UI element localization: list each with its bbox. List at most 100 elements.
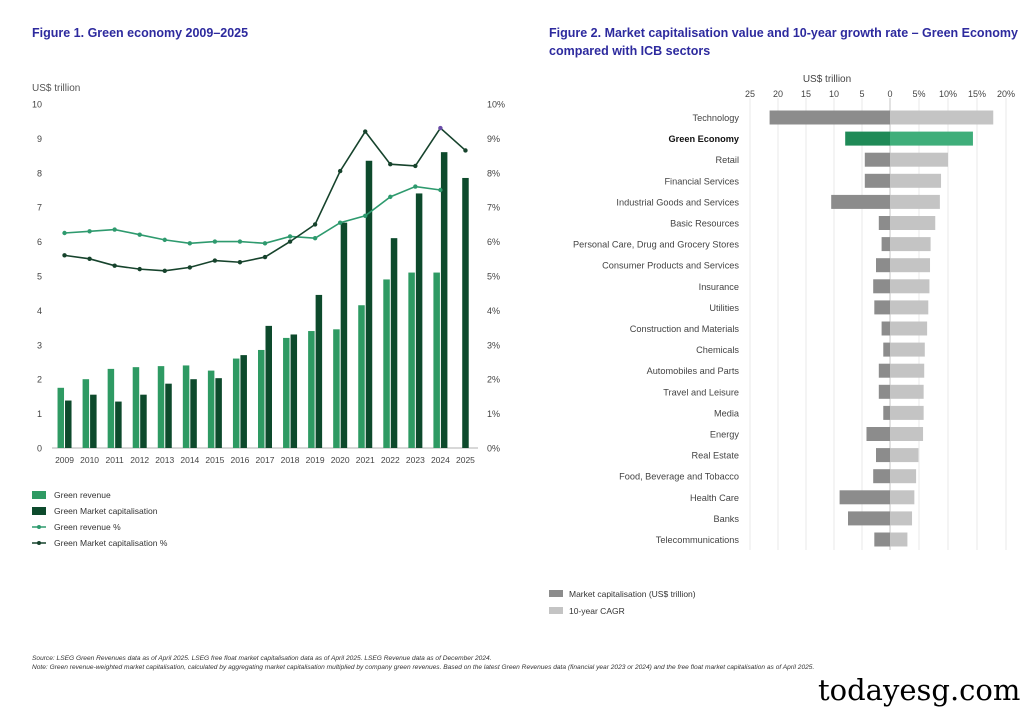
fig1-x-tick: 2015 — [205, 455, 224, 465]
fig2-category-label: Basic Resources — [670, 219, 739, 229]
bar-cagr-media — [890, 405, 924, 420]
bar-cagr-retail — [890, 152, 948, 167]
point-green-market-cap-pct-2018 — [287, 239, 293, 244]
bar-cagr-automobiles-and-parts — [890, 363, 925, 378]
fig1-y-tick: 10 — [32, 100, 42, 110]
fig1-y-tick: 8 — [37, 168, 42, 178]
bar-cagr-personal-care-drug-and-grocery-stores — [890, 237, 931, 252]
bar-green-market-cap-2015 — [215, 378, 222, 448]
bar-green-revenue-2010 — [82, 379, 90, 448]
bar-green-market-cap-2022 — [390, 238, 398, 448]
fig1-y-tick: 1 — [37, 409, 42, 419]
point-green-market-cap-pct-2015 — [212, 258, 218, 263]
fig1-x-tick: 2022 — [381, 455, 400, 465]
line-green-market-cap-pct — [64, 126, 467, 272]
fig1-y-tick: 6 — [37, 237, 42, 247]
bar-green-market-cap-2019 — [315, 294, 323, 448]
fig1-y2-tick: 10% — [487, 100, 505, 110]
figure1-title: Figure 1. Green economy 2009–2025 — [32, 26, 249, 40]
bar-green-revenue-2024 — [433, 272, 440, 448]
bar-green-market-cap-2016 — [240, 355, 247, 448]
fig2-category-label: Automobiles and Parts — [647, 366, 740, 376]
bar-green-revenue-2018 — [283, 337, 290, 448]
fig1-y2-tick: 9% — [487, 134, 500, 144]
bar-market-cap-chemicals — [883, 342, 890, 357]
bar-market-cap-insurance — [873, 279, 890, 294]
fig2-right-tick: 15% — [968, 89, 986, 99]
line-green-revenue-pct — [64, 185, 441, 245]
fig2-category-label: Consumer Products and Services — [602, 261, 739, 271]
legend-label-cagr: 10-year CAGR — [569, 606, 625, 616]
fig2-category-label: Health Care — [690, 493, 739, 503]
bar-green-revenue-2012 — [132, 367, 140, 448]
fig2-category-label: Telecommunications — [656, 535, 740, 545]
point-green-revenue-pct-2011 — [112, 227, 117, 232]
bar-market-cap-retail — [864, 152, 890, 167]
point-green-revenue-pct-2012 — [137, 232, 142, 237]
fig2-category-label: Energy — [710, 430, 740, 440]
legend-label-green-revenue-pct: Green revenue % — [54, 522, 121, 532]
fig2-category-label: Food, Beverage and Tobacco — [619, 472, 739, 482]
point-green-market-cap-pct-2020 — [337, 168, 343, 174]
bar-green-revenue-2019 — [308, 331, 315, 448]
fig2-left-tick: 10 — [829, 89, 839, 99]
fig2-left-tick: 15 — [801, 89, 811, 99]
fig1-y2-tick: 6% — [487, 237, 500, 247]
point-green-market-cap-pct-2012 — [137, 266, 142, 272]
point-green-revenue-pct-2021 — [363, 213, 368, 218]
fig1-y-tick: 0 — [37, 444, 42, 454]
fig1-x-tick: 2019 — [306, 455, 325, 465]
fig2-right-tick: 10% — [939, 89, 957, 99]
fig1-x-tick: 2014 — [180, 455, 199, 465]
bar-cagr-real-estate — [890, 448, 919, 463]
bar-market-cap-utilities — [874, 300, 890, 315]
bar-market-cap-consumer-products-and-services — [876, 258, 890, 273]
fig1-x-tick: 2016 — [230, 455, 249, 465]
fig2-category-label: Green Economy — [669, 134, 740, 144]
fig1-x-tick: 2021 — [356, 455, 375, 465]
figure2-title: Figure 2. Market capitalisation value an… — [549, 26, 1018, 58]
footnotes: Source: LSEG Green Revenues data as of A… — [32, 655, 992, 672]
bar-green-revenue-2022 — [383, 279, 390, 448]
point-green-market-cap-pct-2014 — [187, 265, 193, 270]
bar-green-revenue-2009 — [57, 387, 65, 448]
point-green-market-cap-pct-2013 — [162, 268, 167, 274]
fig1-x-tick: 2012 — [130, 455, 149, 465]
bar-green-revenue-2020 — [333, 329, 340, 448]
fig1-y-tick: 9 — [37, 134, 42, 144]
legend-swatch-green-revenue — [32, 491, 46, 499]
watermark: todayesg.com — [818, 673, 1021, 707]
legend-swatch-green-market-cap — [32, 507, 46, 515]
point-green-revenue-pct-2019 — [312, 235, 318, 241]
fig2-category-label: Technology — [693, 113, 740, 123]
fig1-y-tick: 4 — [37, 306, 42, 316]
bar-green-revenue-2021 — [358, 305, 365, 448]
fig2-right-tick: 20% — [997, 89, 1015, 99]
fig2-category-label: Media — [714, 408, 740, 418]
bar-cagr-health-care — [890, 490, 915, 505]
bar-green-revenue-2015 — [207, 370, 215, 448]
bar-market-cap-health-care — [839, 490, 890, 505]
fig1-x-tick: 2013 — [155, 455, 174, 465]
bar-cagr-chemicals — [890, 342, 925, 357]
legend-label-green-market-cap-pct: Green Market capitalisation % — [54, 538, 168, 548]
bar-green-market-cap-2025 — [462, 177, 469, 448]
fig1-y-tick: 5 — [37, 272, 42, 282]
fig2-legend: Market capitalisation (US$ trillion) 10-… — [549, 589, 696, 616]
point-green-market-cap-pct-2019 — [312, 222, 318, 227]
fig1-x-tick: 2011 — [106, 455, 125, 465]
legend-label-green-market-cap: Green Market capitalisation — [54, 506, 158, 516]
fig2-category-label: Financial Services — [664, 176, 739, 186]
bar-cagr-energy — [890, 427, 924, 441]
point-green-market-cap-pct-2025 — [463, 148, 468, 153]
bar-market-cap-automobiles-and-parts — [878, 363, 890, 378]
point-green-revenue-pct-2015 — [212, 239, 218, 244]
bar-green-market-cap-2023 — [415, 193, 423, 448]
fig2-category-label: Personal Care, Drug and Grocery Stores — [573, 240, 739, 250]
legend-label-green-revenue: Green revenue — [54, 490, 111, 500]
fig1-y2-tick: 4% — [487, 306, 500, 316]
bar-market-cap-real-estate — [876, 448, 890, 463]
bar-cagr-construction-and-materials — [890, 321, 928, 336]
fig1-x-tick: 2010 — [80, 455, 99, 465]
